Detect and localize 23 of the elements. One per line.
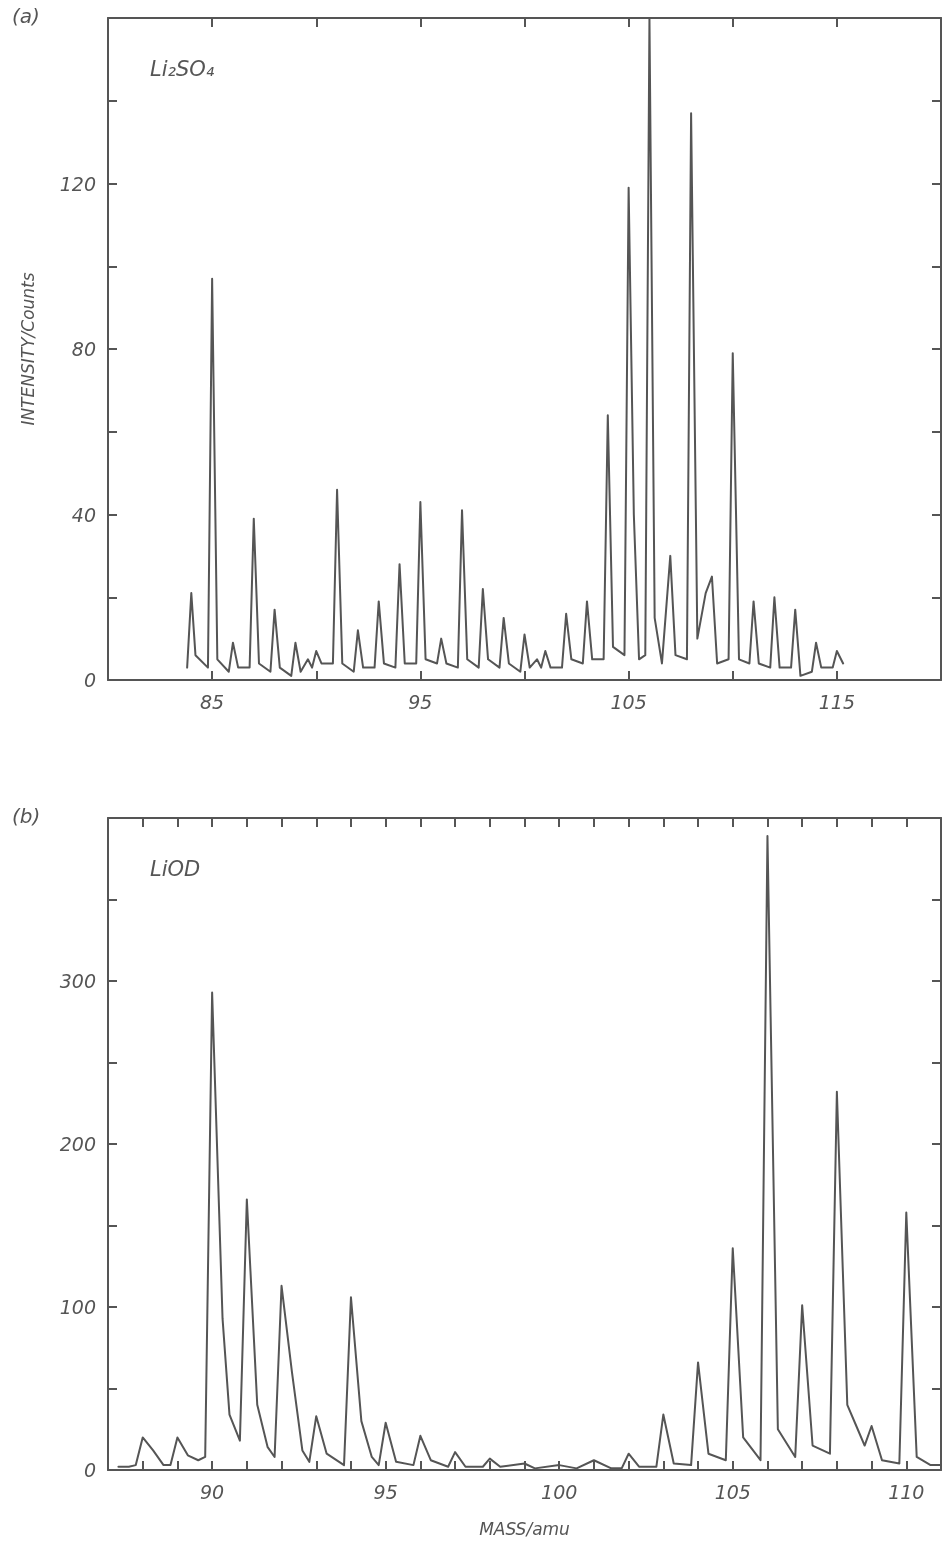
x-tick-label: 105 <box>714 1480 751 1503</box>
x-tick-label: 95 <box>408 690 433 713</box>
y-tick-label: 40 <box>71 503 96 526</box>
chart-title: (b) <box>12 804 41 828</box>
y-tick-label: 80 <box>71 338 96 360</box>
x-tick-label: 110 <box>888 1480 925 1503</box>
y-tick-label: 300 <box>59 970 96 992</box>
y-tick-label: 0 <box>83 1459 96 1481</box>
y-tick-label: 120 <box>59 172 96 195</box>
chart-title: (a) <box>12 4 40 28</box>
x-tick-label: 85 <box>200 690 225 713</box>
y-tick-label: 200 <box>59 1133 96 1155</box>
x-tick-label: 95 <box>373 1480 398 1503</box>
y-tick-label: 100 <box>59 1296 96 1318</box>
annotation: LiOD <box>150 856 201 881</box>
x-axis-title: MASS/amu <box>479 1518 571 1539</box>
annotation: Li₂SO₄ <box>150 56 215 81</box>
x-tick-label: 90 <box>200 1480 225 1503</box>
x-tick-label: 115 <box>818 690 856 713</box>
x-tick-label: 105 <box>610 690 647 713</box>
y-tick-label: 0 <box>83 669 96 691</box>
x-tick-label: 100 <box>541 1480 578 1503</box>
y-axis-title: INTENSITY/Counts <box>17 272 38 426</box>
